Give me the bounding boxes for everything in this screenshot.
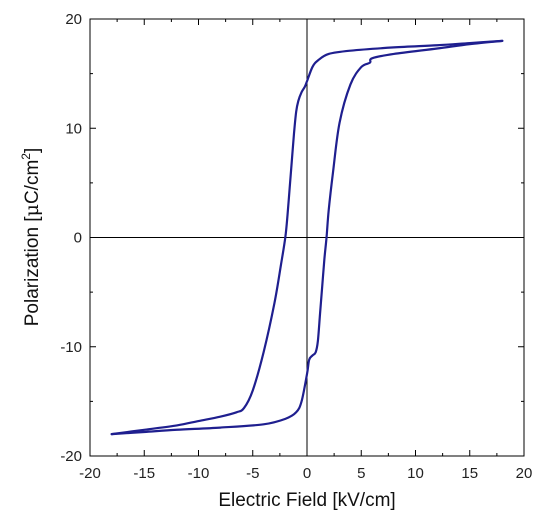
- series-group: [110, 39, 504, 436]
- y-axis-title-suffix: ]: [22, 148, 43, 153]
- x-tick-label: 0: [303, 465, 311, 482]
- y-tick-label: 20: [65, 11, 82, 28]
- ascending-branch-line: [110, 39, 504, 436]
- y-tick-label: -20: [60, 448, 82, 465]
- x-tick-label: -5: [246, 465, 259, 482]
- y-tick-label: -10: [60, 339, 82, 356]
- axis-ticks: -20 -15 -10 -5 0 5 10 15 20 -20 -10 0 10 20: [60, 11, 532, 482]
- x-tick-label: 5: [357, 465, 365, 482]
- y-tick-label: 0: [74, 230, 82, 247]
- y-axis-title-prefix: Polarization [: [22, 216, 43, 327]
- x-tick-label: -10: [188, 465, 210, 482]
- y-axis-title-mu: μ: [21, 204, 43, 216]
- y-axis-title-unit: C/cm: [22, 160, 43, 204]
- x-tick-label: 20: [516, 465, 533, 482]
- x-tick-label: -20: [79, 465, 101, 482]
- y-axis-title-superscript: 2: [19, 153, 33, 160]
- y-tick-label: 10: [65, 120, 82, 137]
- x-axis-title: Electric Field [kV/cm]: [218, 490, 395, 511]
- y-axis-title: Polarization [μC/cm2]: [19, 148, 43, 327]
- x-tick-label: 15: [461, 465, 478, 482]
- x-tick-label: -15: [133, 465, 155, 482]
- descending-branch-line: [110, 39, 504, 436]
- x-tick-label: 10: [407, 465, 424, 482]
